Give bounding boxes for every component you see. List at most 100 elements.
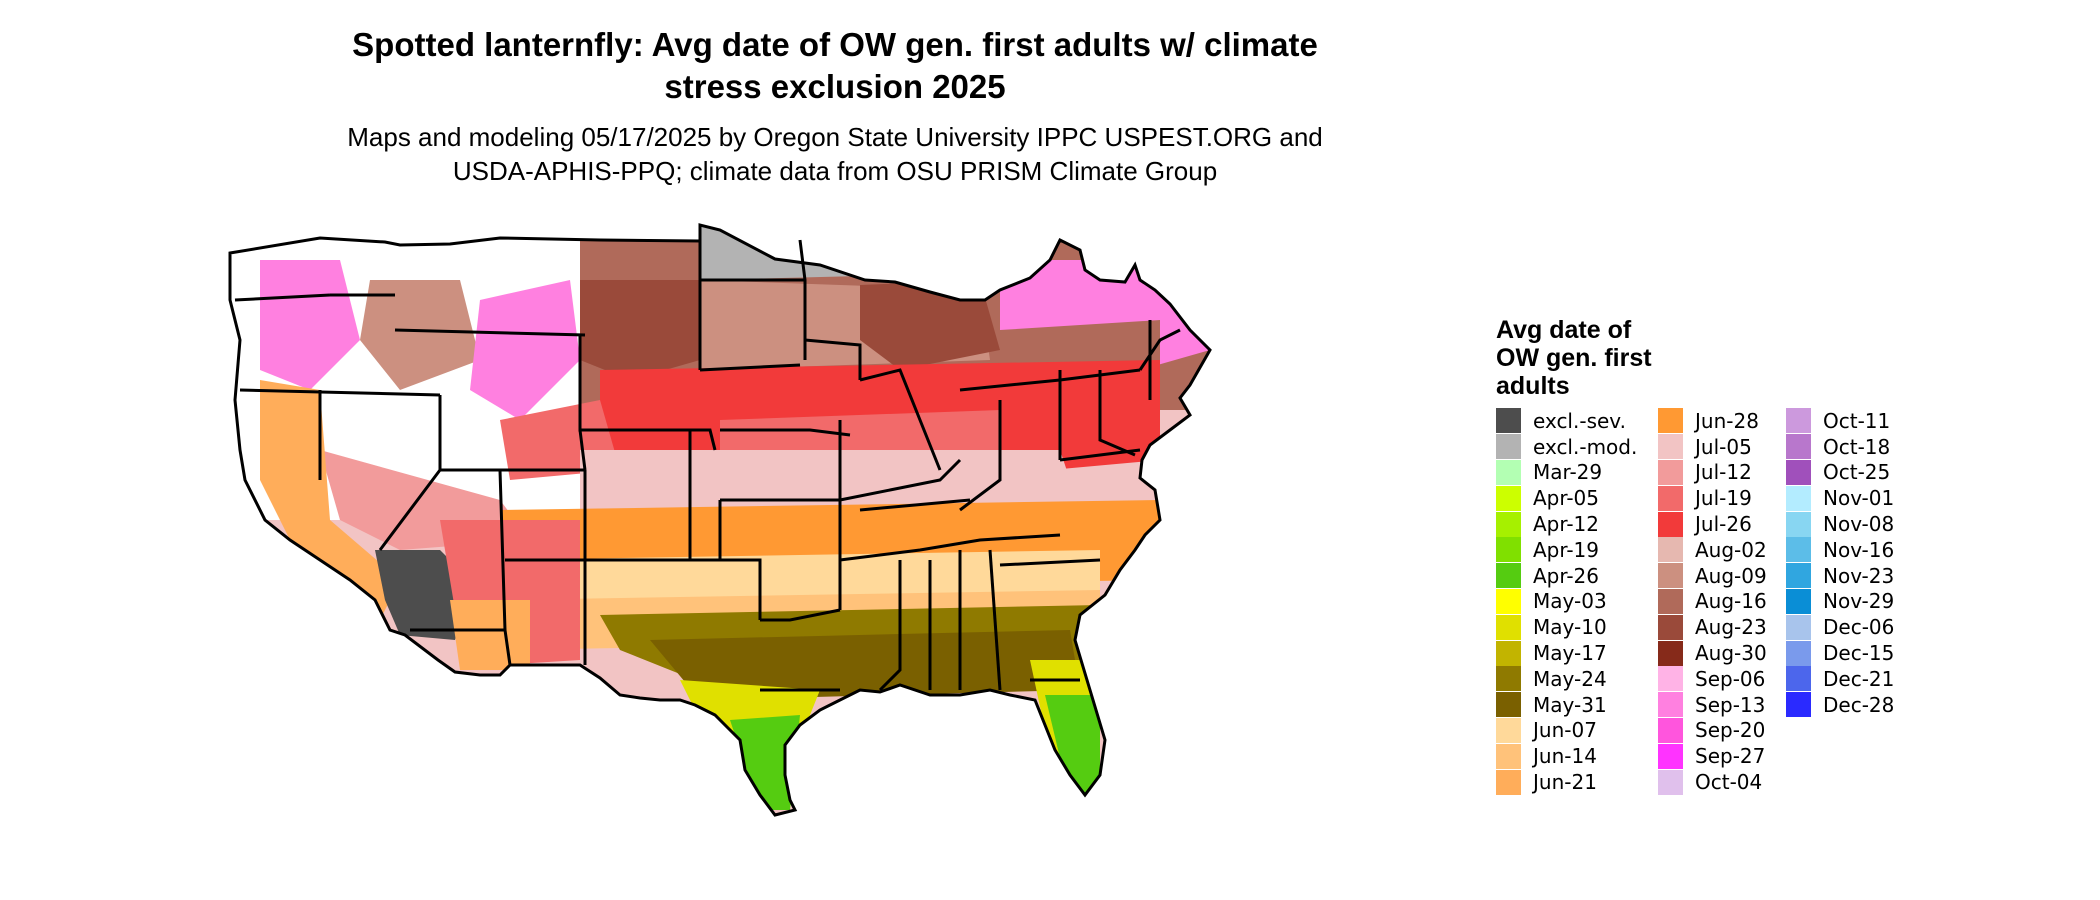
- legend-item: May-24: [1496, 666, 1637, 692]
- legend-swatch: [1496, 588, 1521, 614]
- legend-item: Oct-25: [1786, 459, 1894, 486]
- legend-item: Aug-09: [1658, 563, 1767, 589]
- legend-item: Sep-27: [1658, 743, 1767, 769]
- legend-item: Aug-30: [1658, 640, 1767, 666]
- legend-label: Aug-16: [1695, 589, 1767, 614]
- legend-swatch: [1786, 588, 1811, 614]
- legend-label: Sep-06: [1695, 666, 1766, 691]
- legend-item: May-31: [1496, 692, 1637, 718]
- legend-label: Nov-29: [1823, 589, 1895, 614]
- legend-label: Jul-12: [1695, 460, 1752, 485]
- legend-label: Aug-09: [1695, 563, 1767, 588]
- legend-label: Nov-08: [1823, 512, 1895, 537]
- legend-label: Dec-06: [1823, 615, 1895, 640]
- legend-item: Jun-07: [1496, 717, 1637, 744]
- legend-item: Jul-12: [1658, 459, 1767, 486]
- legend-swatch: [1658, 459, 1683, 485]
- legend-label: Aug-02: [1695, 537, 1767, 562]
- legend-item: Jul-05: [1658, 434, 1767, 460]
- legend-label: Sep-13: [1695, 692, 1766, 717]
- legend-item: May-03: [1496, 588, 1637, 615]
- legend-item: Apr-05: [1496, 485, 1637, 511]
- legend-item: Oct-04: [1658, 769, 1767, 795]
- legend-label: Dec-15: [1823, 641, 1895, 666]
- legend-label: Oct-11: [1823, 408, 1891, 433]
- legend-swatch: [1496, 511, 1521, 537]
- legend-swatch: [1658, 743, 1683, 769]
- legend-swatch: [1658, 563, 1683, 589]
- legend-swatch: [1658, 511, 1683, 537]
- legend-item: Nov-29: [1786, 588, 1895, 615]
- legend-label: May-10: [1533, 615, 1607, 640]
- legend-label: Jun-21: [1533, 770, 1597, 795]
- legend-label: Jun-28: [1695, 408, 1759, 433]
- legend-swatch: [1786, 434, 1811, 460]
- legend-swatch: [1786, 459, 1811, 485]
- legend-item: Sep-13: [1658, 692, 1767, 718]
- legend-label: Jun-07: [1533, 718, 1597, 743]
- legend-swatch: [1658, 692, 1683, 718]
- legend-swatch: [1786, 692, 1811, 718]
- legend-item: Jun-21: [1496, 769, 1637, 795]
- legend-item: Jul-26: [1658, 511, 1767, 537]
- legend-label: Nov-01: [1823, 486, 1895, 511]
- legend-title: Avg date of OW gen. first adults: [1496, 316, 1696, 400]
- legend-swatch: [1496, 666, 1521, 692]
- legend-swatch: [1786, 537, 1811, 563]
- map-title: Spotted lanternfly: Avg date of OW gen. …: [250, 24, 1420, 108]
- legend-label: Sep-27: [1695, 744, 1766, 769]
- legend-swatch: [1786, 485, 1811, 511]
- legend-item: excl.-sev.: [1496, 408, 1637, 434]
- legend-label: Jul-19: [1695, 486, 1752, 511]
- legend-label: excl.-mod.: [1533, 434, 1638, 459]
- map-subtitle-line-1: Maps and modeling 05/17/2025 by Oregon S…: [347, 122, 1323, 152]
- legend-item: Nov-23: [1786, 563, 1894, 589]
- legend-label: Apr-12: [1533, 512, 1599, 537]
- legend-label: Oct-18: [1823, 434, 1891, 459]
- legend-label: Jun-14: [1533, 744, 1597, 769]
- legend-swatch: [1658, 640, 1683, 666]
- legend-swatch: [1658, 434, 1683, 460]
- legend-label: Aug-30: [1695, 641, 1767, 666]
- legend-swatch: [1786, 666, 1811, 692]
- legend-swatch: [1496, 640, 1521, 666]
- legend-column-2: Jun-28 Jul-05 Jul-12 Jul-19 Jul-26 Aug-02 Aug-…: [1658, 408, 1767, 795]
- us-phenology-map: [228, 223, 1212, 817]
- legend-label: Aug-23: [1695, 615, 1767, 640]
- legend-swatch: [1658, 408, 1683, 434]
- legend-item: Dec-21: [1786, 666, 1894, 692]
- legend-item: Jun-14: [1496, 743, 1637, 769]
- legend-swatch: [1658, 666, 1683, 692]
- legend-item: Sep-06: [1658, 666, 1767, 692]
- legend-label: Jul-26: [1695, 512, 1752, 537]
- legend-swatch: [1496, 434, 1521, 460]
- legend-item: Mar-29: [1496, 459, 1637, 486]
- legend-item: Nov-16: [1786, 537, 1894, 563]
- legend-title-line-3: adults: [1496, 372, 1570, 400]
- legend-swatch: [1658, 537, 1683, 563]
- legend-label: Dec-21: [1823, 666, 1895, 691]
- legend-title-line-1: Avg date of: [1496, 316, 1632, 344]
- legend-item: Aug-16: [1658, 588, 1767, 615]
- legend-label: excl.-sev.: [1533, 408, 1626, 433]
- legend-item: Dec-28: [1786, 692, 1894, 718]
- legend-item: Dec-15: [1786, 640, 1894, 666]
- legend-item: Dec-06: [1786, 614, 1894, 640]
- legend-label: Apr-26: [1533, 563, 1599, 588]
- legend-item: Jun-28: [1658, 408, 1767, 434]
- legend-label: May-31: [1533, 692, 1607, 717]
- legend-swatch: [1658, 717, 1683, 743]
- map-title-line-2: stress exclusion 2025: [664, 68, 1006, 105]
- legend-swatch: [1496, 614, 1521, 640]
- legend-swatch: [1496, 459, 1521, 485]
- legend-swatch: [1496, 769, 1521, 795]
- legend-label: Nov-16: [1823, 537, 1895, 562]
- legend-column-1: excl.-sev. excl.-mod. Mar-29 Apr-05 Apr-12 Ap…: [1496, 408, 1637, 795]
- legend-item: Nov-08: [1786, 511, 1894, 537]
- state-boundaries: [228, 223, 1212, 817]
- legend-swatch: [1658, 614, 1683, 640]
- legend-swatch: [1786, 563, 1811, 589]
- legend-label: May-17: [1533, 641, 1607, 666]
- legend-item: Sep-20: [1658, 717, 1767, 744]
- legend-swatch: [1496, 692, 1521, 718]
